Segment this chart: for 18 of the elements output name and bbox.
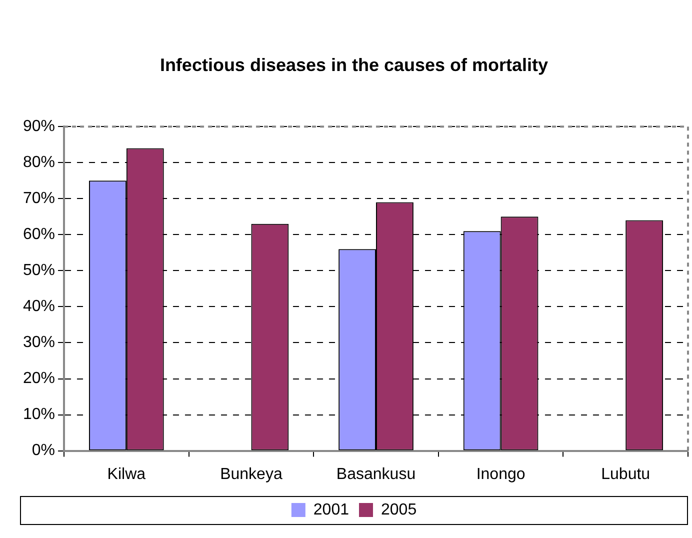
- y-tick-label: 70%: [22, 190, 56, 208]
- y-tick-label: 10%: [22, 406, 56, 424]
- x-tick-label: Kilwa: [107, 466, 146, 483]
- y-tick-label: 30%: [22, 334, 56, 352]
- x-tick-label: Lubutu: [601, 466, 650, 483]
- y-tick-label: 0%: [32, 442, 56, 460]
- y-tick-label: 90%: [22, 118, 56, 136]
- x-tick-label: Basankusu: [336, 466, 416, 483]
- legend-label: 2001: [313, 501, 350, 518]
- y-tick-label: 80%: [22, 154, 56, 172]
- y-tick-label: 40%: [22, 298, 56, 316]
- legend-label: 2005: [381, 501, 417, 518]
- x-tick-label: Inongo: [476, 466, 526, 483]
- x-tick-label: Bunkeya: [220, 466, 282, 483]
- y-tick-label: 60%: [22, 226, 56, 244]
- y-tick-label: 50%: [22, 262, 56, 280]
- chart-title: Infectious diseases in the causes of mortality: [160, 54, 548, 75]
- y-tick-label: 20%: [22, 370, 56, 388]
